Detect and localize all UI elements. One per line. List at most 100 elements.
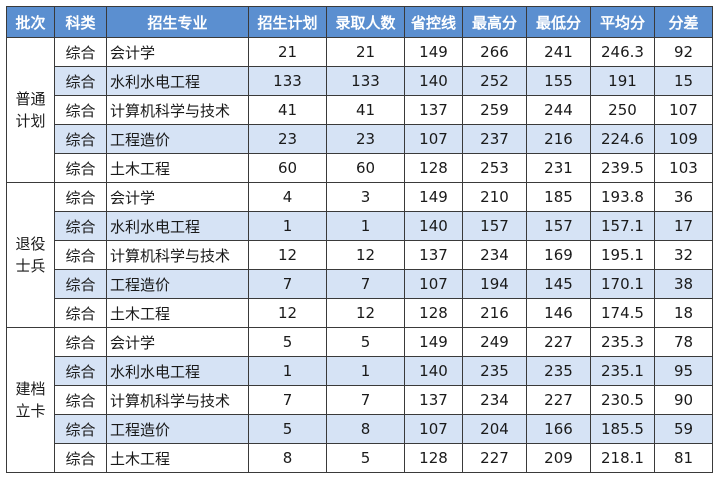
cell-score-diff: 95 <box>654 356 713 386</box>
header-avg-score: 平均分 <box>590 6 655 38</box>
cell-major: 水利水电工程 <box>106 211 249 241</box>
cell-avg-score: 246.3 <box>590 37 655 67</box>
cell-avg-score: 239.5 <box>590 153 655 183</box>
cell-admitted: 1 <box>326 211 405 241</box>
cell-max-score: 252 <box>462 66 527 96</box>
table-header-row: 批次 科类 招生专业 招生计划 录取人数 省控线 最高分 最低分 平均分 分差 <box>6 6 713 38</box>
cell-control-line: 149 <box>404 182 463 212</box>
cell-max-score: 157 <box>462 211 527 241</box>
cell-major: 计算机科学与技术 <box>106 385 249 415</box>
table-row: 综合 水利水电工程 1 1 140 157 157 157.1 17 <box>7 211 713 241</box>
cell-plan: 7 <box>248 385 327 415</box>
header-control-line: 省控线 <box>404 6 463 38</box>
table-row: 综合 计算机科学与技术 7 7 137 234 227 230.5 90 <box>7 385 713 415</box>
cell-category: 综合 <box>54 37 107 67</box>
cell-major: 会计学 <box>106 37 249 67</box>
table-row: 综合 土木工程 8 5 128 227 209 218.1 81 <box>7 443 713 473</box>
cell-category: 综合 <box>54 414 107 444</box>
cell-plan: 7 <box>248 269 327 299</box>
cell-plan: 23 <box>248 124 327 154</box>
cell-max-score: 234 <box>462 385 527 415</box>
cell-plan: 5 <box>248 414 327 444</box>
cell-plan: 8 <box>248 443 327 473</box>
header-score-diff: 分差 <box>654 6 713 38</box>
cell-min-score: 231 <box>526 153 591 183</box>
cell-control-line: 137 <box>404 95 463 125</box>
batch-cell: 普通计划 <box>6 37 55 183</box>
cell-category: 综合 <box>54 182 107 212</box>
table-row: 普通计划 综合 会计学 21 21 149 266 241 246.3 92 <box>6 37 713 183</box>
table-row: 综合 计算机科学与技术 41 41 137 259 244 250 107 <box>7 95 713 125</box>
cell-category: 综合 <box>54 443 107 473</box>
cell-major: 工程造价 <box>106 124 249 154</box>
cell-plan: 41 <box>248 95 327 125</box>
cell-plan: 1 <box>248 211 327 241</box>
cell-score-diff: 109 <box>654 124 713 154</box>
cell-score-diff: 78 <box>654 327 713 357</box>
table-body: 普通计划 综合 会计学 21 21 149 266 241 246.3 92 综合 水利水电工程 133… <box>6 37 713 473</box>
cell-min-score: 209 <box>526 443 591 473</box>
cell-major: 工程造价 <box>106 414 249 444</box>
cell-max-score: 266 <box>462 37 527 67</box>
cell-control-line: 128 <box>404 153 463 183</box>
cell-min-score: 241 <box>526 37 591 67</box>
cell-category: 综合 <box>54 327 107 357</box>
cell-major: 土木工程 <box>106 153 249 183</box>
cell-min-score: 227 <box>526 385 591 415</box>
cell-avg-score: 224.6 <box>590 124 655 154</box>
cell-plan: 12 <box>248 240 327 270</box>
cell-control-line: 137 <box>404 385 463 415</box>
cell-control-line: 140 <box>404 211 463 241</box>
cell-control-line: 149 <box>404 327 463 357</box>
cell-category: 综合 <box>54 356 107 386</box>
cell-control-line: 107 <box>404 414 463 444</box>
cell-plan: 4 <box>248 182 327 212</box>
cell-score-diff: 36 <box>654 182 713 212</box>
cell-admitted: 60 <box>326 153 405 183</box>
cell-plan: 21 <box>248 37 327 67</box>
cell-major: 水利水电工程 <box>106 66 249 96</box>
table-row: 综合 工程造价 23 23 107 237 216 224.6 109 <box>7 124 713 154</box>
cell-min-score: 146 <box>526 298 591 328</box>
header-major: 招生专业 <box>106 6 249 38</box>
cell-major: 计算机科学与技术 <box>106 95 249 125</box>
cell-score-diff: 107 <box>654 95 713 125</box>
cell-max-score: 194 <box>462 269 527 299</box>
cell-admitted: 3 <box>326 182 405 212</box>
batch-cell: 退役士兵 <box>6 182 55 328</box>
cell-max-score: 234 <box>462 240 527 270</box>
cell-control-line: 140 <box>404 356 463 386</box>
cell-major: 土木工程 <box>106 443 249 473</box>
table-row: 综合 计算机科学与技术 12 12 137 234 169 195.1 32 <box>7 240 713 270</box>
cell-avg-score: 193.8 <box>590 182 655 212</box>
cell-control-line: 128 <box>404 298 463 328</box>
table-row: 综合 水利水电工程 133 133 140 252 155 191 15 <box>7 66 713 96</box>
table-row: 综合 水利水电工程 1 1 140 235 235 235.1 95 <box>7 356 713 386</box>
cell-max-score: 210 <box>462 182 527 212</box>
cell-admitted: 12 <box>326 240 405 270</box>
cell-major: 会计学 <box>106 327 249 357</box>
cell-control-line: 140 <box>404 66 463 96</box>
cell-max-score: 204 <box>462 414 527 444</box>
cell-max-score: 237 <box>462 124 527 154</box>
cell-score-diff: 59 <box>654 414 713 444</box>
cell-min-score: 185 <box>526 182 591 212</box>
cell-avg-score: 185.5 <box>590 414 655 444</box>
cell-avg-score: 170.1 <box>590 269 655 299</box>
cell-category: 综合 <box>54 211 107 241</box>
table-row: 退役士兵 综合 会计学 4 3 149 210 185 193.8 36 <box>6 182 713 328</box>
cell-category: 综合 <box>54 153 107 183</box>
cell-score-diff: 90 <box>654 385 713 415</box>
cell-admitted: 1 <box>326 356 405 386</box>
cell-admitted: 133 <box>326 66 405 96</box>
cell-control-line: 137 <box>404 240 463 270</box>
cell-category: 综合 <box>54 385 107 415</box>
cell-max-score: 253 <box>462 153 527 183</box>
cell-admitted: 7 <box>326 269 405 299</box>
cell-major: 计算机科学与技术 <box>106 240 249 270</box>
cell-category: 综合 <box>54 298 107 328</box>
cell-category: 综合 <box>54 66 107 96</box>
cell-control-line: 107 <box>404 124 463 154</box>
cell-max-score: 216 <box>462 298 527 328</box>
cell-score-diff: 92 <box>654 37 713 67</box>
